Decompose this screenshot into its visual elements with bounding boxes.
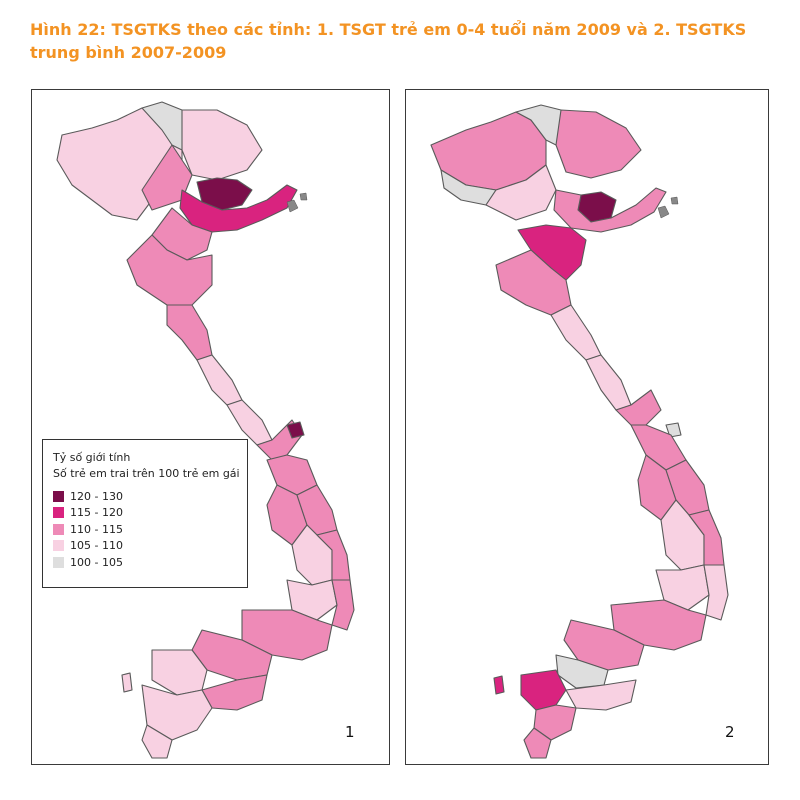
province-region-north-light: [485, 164, 557, 221]
legend-swatch: [53, 507, 64, 519]
map-number-2: 2: [725, 723, 735, 741]
legend-label: 110 - 115: [70, 522, 123, 536]
legend-swatch: [53, 540, 64, 552]
province-region-delta-pink: [553, 187, 667, 233]
province-region-north-center: [555, 109, 642, 179]
province-region-mekong-b: [201, 674, 268, 711]
province-region-khanh-hoa: [703, 564, 729, 621]
province-region-southeast-b: [563, 619, 645, 671]
legend-label: 115 - 120: [70, 506, 123, 520]
province-region-ha-tinh: [196, 354, 243, 406]
province-region-phu-quoc: [493, 675, 505, 695]
legend-subtitle: Số trẻ em trai trên 100 trẻ em gái: [53, 467, 240, 480]
map-legend: Tỷ số giới tính Số trẻ em trai trên 100 …: [42, 439, 248, 588]
coastal-islands-north: [657, 196, 679, 219]
legend-item: 105 - 110: [53, 538, 247, 555]
legend-title: Tỷ số giới tính: [53, 451, 131, 464]
vietnam-map-1: [56, 101, 355, 759]
coastal-islands-north: [286, 192, 308, 213]
map-panel-2: 2: [405, 89, 769, 765]
map-number-1: 1: [345, 723, 355, 741]
vietnam-map-2: [430, 104, 729, 759]
legend-items: 120 - 130 115 - 120 110 - 115 105 - 110 …: [53, 488, 247, 571]
legend-label: 100 - 105: [70, 555, 123, 569]
province-region-thanh-hoa: [126, 234, 213, 306]
legend-item: 110 - 115: [53, 521, 247, 538]
figure-title: Hình 22: TSGTKS theo các tỉnh: 1. TSGT t…: [30, 20, 747, 62]
legend-swatch: [53, 556, 64, 568]
province-region-phu-quoc: [121, 672, 133, 693]
province-region-north-center: [181, 109, 263, 181]
province-region-quang-binh: [585, 354, 632, 411]
legend-item: 120 - 130: [53, 488, 247, 505]
province-region-ha-tinh: [550, 304, 602, 361]
legend-swatch: [53, 490, 64, 502]
province-region-kien-giang: [520, 669, 567, 711]
legend-label: 120 - 130: [70, 489, 123, 503]
province-region-hue-grey: [665, 422, 682, 438]
legend-swatch: [53, 523, 64, 535]
province-region-ca-mau: [523, 727, 552, 759]
map-panel-1: Tỷ số giới tính Số trẻ em trai trên 100 …: [31, 89, 390, 765]
legend-item: 100 - 105: [53, 554, 247, 571]
province-region-north-pink: [141, 144, 193, 211]
province-region-nghe-an: [166, 304, 213, 361]
province-region-khanh-hoa: [331, 579, 355, 631]
province-region-hue: [286, 421, 305, 439]
legend-label: 105 - 110: [70, 539, 123, 553]
province-region-ca-mau: [141, 724, 173, 759]
legend-item: 115 - 120: [53, 505, 247, 522]
